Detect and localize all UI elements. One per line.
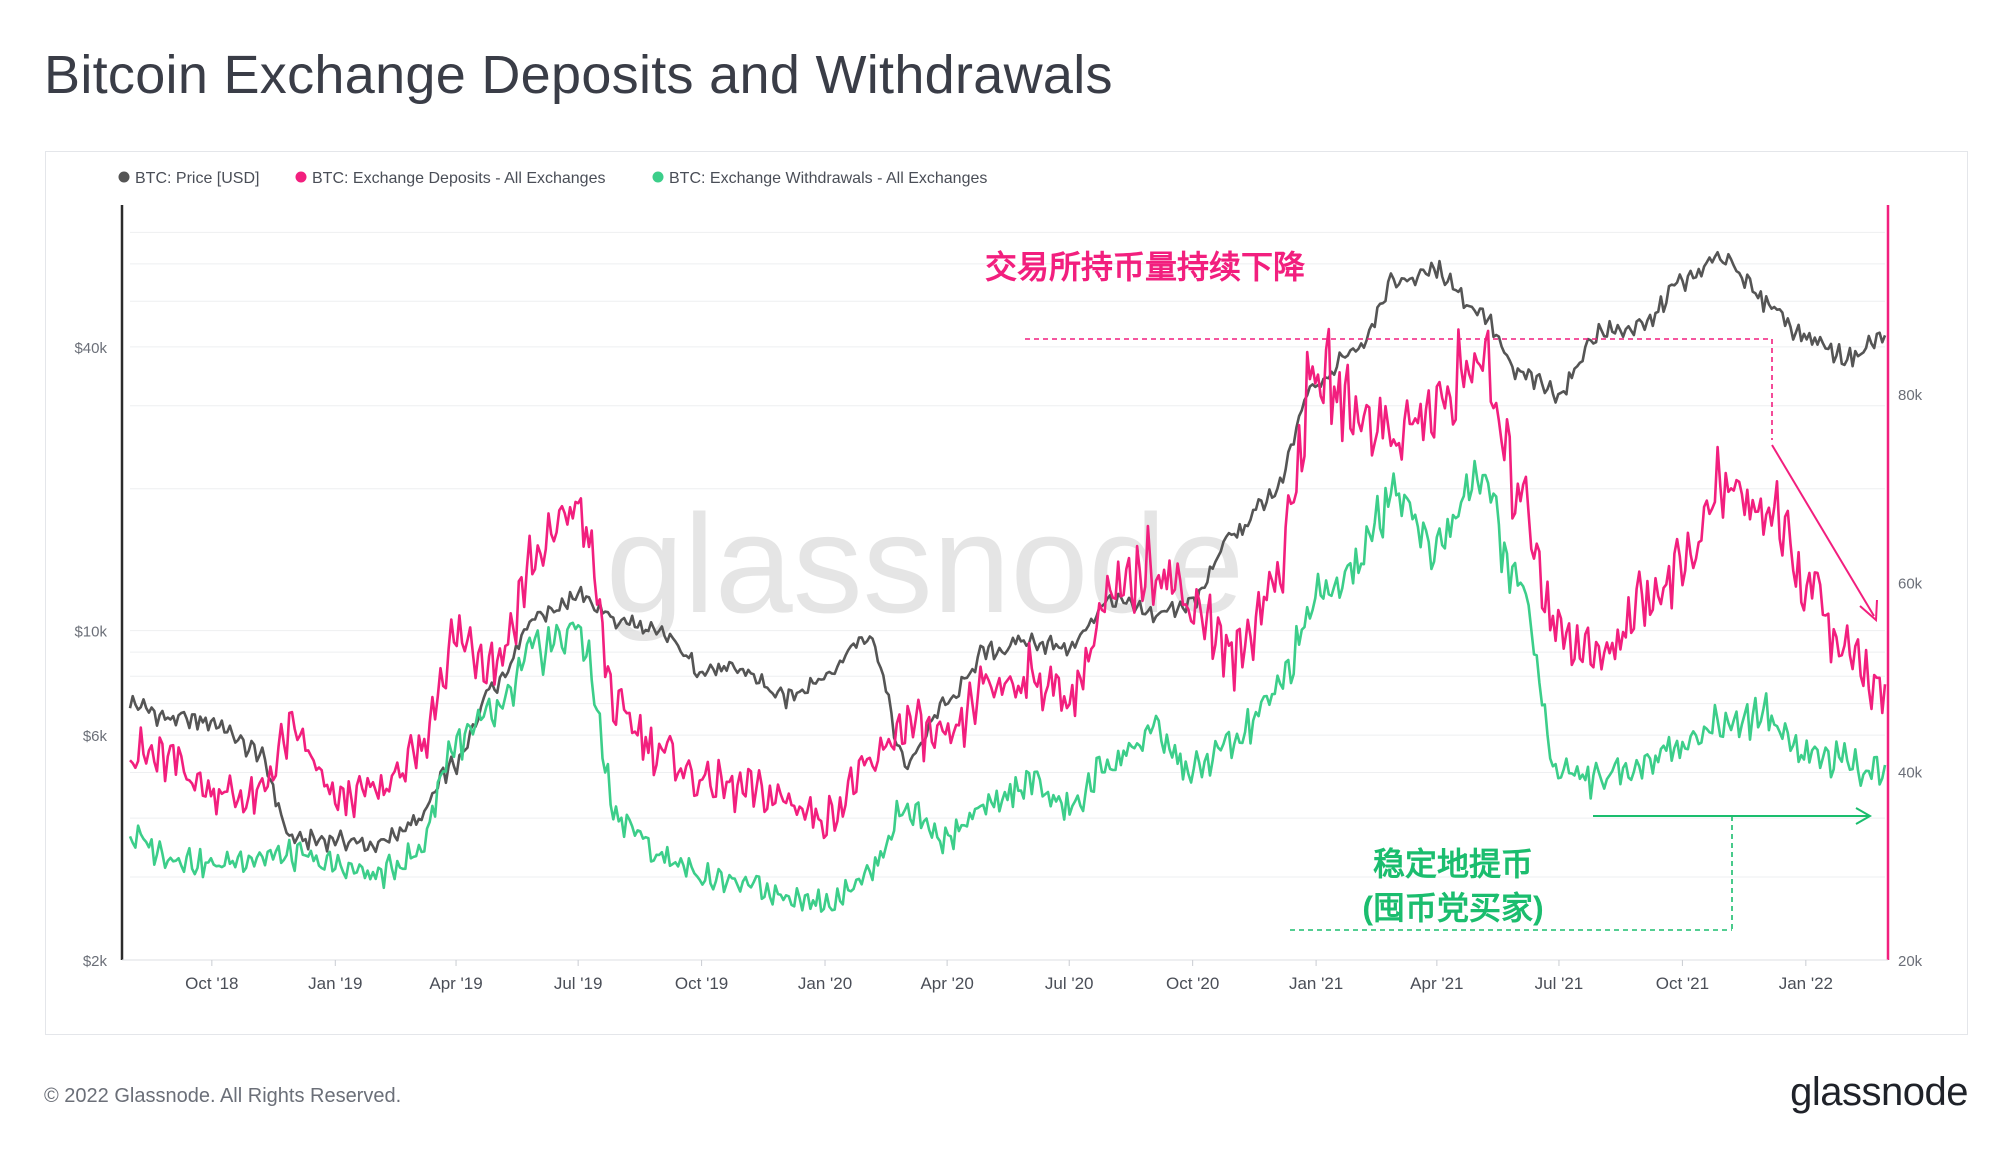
x-tick-label: Jan '21 — [1289, 974, 1343, 993]
x-tick-label: Jul '21 — [1535, 974, 1584, 993]
x-tick-label: Oct '20 — [1166, 974, 1219, 993]
series-line-2 — [129, 327, 1887, 840]
x-tick-label: Oct '21 — [1656, 974, 1709, 993]
x-tick-label: Jul '19 — [554, 974, 603, 993]
x-tick-label: Jul '20 — [1045, 974, 1094, 993]
x-tick-label: Oct '18 — [185, 974, 238, 993]
y-right-tick-label: 20k — [1898, 953, 1923, 970]
grid-lines — [130, 231, 1885, 878]
y-left-tick-label: $10k — [74, 624, 107, 641]
series-lines — [128, 251, 1887, 913]
x-tick-label: Jan '20 — [798, 974, 852, 993]
annotation-withdraw: 稳定地提币 — [1373, 846, 1533, 882]
legend-marker — [295, 171, 307, 183]
annotation-arrow — [1771, 444, 1875, 617]
y-left-tick-label: $40k — [74, 340, 107, 357]
axes: $2k $6k $10k $40k 20k 40k 60k 80k Oct '18 Jan '19… — [74, 205, 1923, 993]
annotation-decline: 交易所持币量持续下降 — [985, 249, 1306, 285]
legend-entry: BTC: Exchange Deposits - All Exchanges — [312, 170, 605, 187]
legend-entry: BTC: Price [USD] — [135, 170, 259, 187]
x-tick-label: Jan '19 — [308, 974, 362, 993]
legend-marker — [118, 171, 130, 183]
series-line-1 — [128, 251, 1887, 854]
y-right-tick-label: 60k — [1898, 576, 1923, 593]
x-tick-label: Apr '19 — [429, 974, 482, 993]
y-right-tick-label: 40k — [1898, 764, 1923, 781]
legend-entry: BTC: Exchange Withdrawals - All Exchange… — [669, 170, 987, 187]
annotation-arrowhead — [1855, 807, 1873, 825]
x-tick-label: Oct '19 — [675, 974, 728, 993]
x-tick-label: Apr '20 — [920, 974, 973, 993]
legend: BTC: Price [USD] BTC: Exchange Deposits -… — [118, 170, 987, 187]
legend-marker — [652, 171, 664, 183]
annotation-arrowhead — [1859, 599, 1878, 623]
page-title: Bitcoin Exchange Deposits and Withdrawal… — [44, 45, 1113, 105]
series-line-3 — [128, 459, 1887, 913]
y-left-tick-label: $6k — [83, 728, 108, 745]
glassnode-logo: glassnode — [1790, 1070, 1968, 1114]
x-tick-label: Apr '21 — [1410, 974, 1463, 993]
copyright-footer: © 2022 Glassnode. All Rights Reserved. — [44, 1085, 402, 1107]
y-left-tick-label: $2k — [83, 953, 108, 970]
annotation-hodlers: (囤币党买家) — [1362, 890, 1543, 926]
x-tick-label: Jan '22 — [1779, 974, 1833, 993]
chart-panel — [45, 151, 1968, 1035]
watermark: glassnode — [606, 485, 1244, 642]
y-right-tick-label: 80k — [1898, 387, 1923, 404]
